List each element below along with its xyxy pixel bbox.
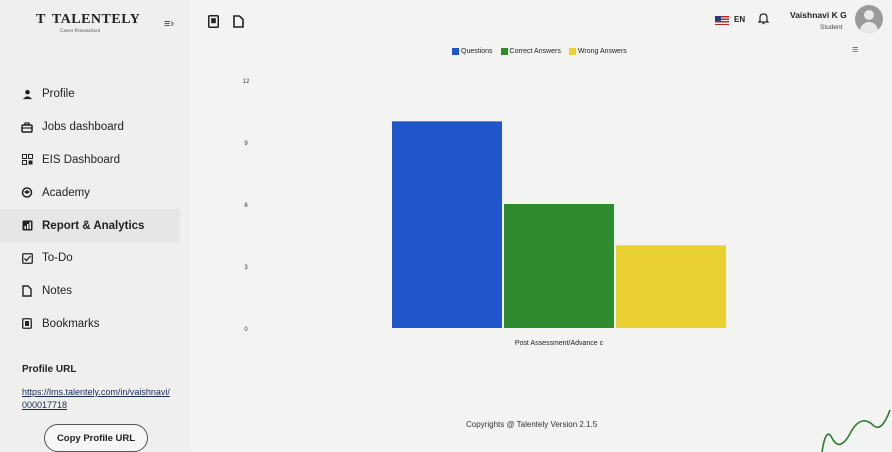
- brand-name: T TALENTELY: [36, 12, 156, 28]
- legend-label: Questions: [461, 48, 493, 55]
- sidebar-item-label: Bookmarks: [42, 317, 100, 330]
- user-icon: [20, 87, 34, 101]
- language-selector[interactable]: EN: [734, 15, 746, 24]
- y-tick-label: 0: [244, 327, 248, 333]
- sidebar: T TALENTELY Career Personalized ≡› Profil…: [0, 0, 190, 452]
- sidebar-item-bookmarks[interactable]: Bookmarks: [0, 308, 190, 341]
- academy-icon: [20, 186, 34, 200]
- user-name: Vaishnavi K G: [790, 10, 847, 20]
- sidebar-item-report-analytics[interactable]: Report & Analytics: [0, 209, 180, 242]
- us-flag-icon[interactable]: [715, 16, 729, 25]
- report-icon: [20, 219, 34, 233]
- legend-item-2[interactable]: Wrong Answers: [568, 48, 627, 55]
- bar-chart: 0 3 6 9 12 Post Assessment/Advance c: [243, 79, 726, 347]
- legend-label: Wrong Answers: [577, 48, 627, 55]
- bookmark-toolbar-icon[interactable]: [208, 15, 219, 31]
- legend-swatch: [452, 48, 459, 55]
- chart-menu-icon[interactable]: ≡: [852, 44, 859, 56]
- menu-collapse-icon[interactable]: ≡›: [164, 18, 175, 30]
- copy-profile-url-button[interactable]: Copy Profile URL: [44, 424, 148, 452]
- checkbox-icon: [20, 251, 34, 265]
- sidebar-item-label: Notes: [42, 285, 73, 298]
- bar-correct-answers[interactable]: [504, 204, 614, 328]
- legend-swatch: [568, 48, 576, 55]
- brand-tagline: Career Personalized: [60, 29, 101, 34]
- legend-swatch: [500, 48, 508, 55]
- bookmark-icon: [20, 317, 34, 331]
- bell-icon[interactable]: [757, 12, 770, 28]
- sidebar-item-label: EIS Dashboard: [42, 153, 120, 166]
- avatar[interactable]: [855, 5, 883, 33]
- y-tick-label: 9: [244, 141, 248, 147]
- profile-url-label: Profile URL: [22, 364, 77, 375]
- y-tick-label: 12: [243, 79, 250, 85]
- sidebar-item-notes[interactable]: Notes: [0, 275, 190, 308]
- y-tick-label: 3: [244, 265, 248, 271]
- pen-squiggle-mark: [821, 409, 891, 452]
- sidebar-item-label: To-Do: [42, 252, 73, 265]
- sidebar-item-label: Profile: [42, 88, 75, 101]
- bar-questions[interactable]: [392, 121, 502, 328]
- briefcase-icon: [20, 120, 34, 134]
- grid-icon: [20, 153, 34, 167]
- sidebar-nav: Profile Jobs dashboard EIS Dashboard Aca…: [0, 78, 190, 340]
- note-toolbar-icon[interactable]: [233, 15, 244, 31]
- chart-legend: Questions Correct Answers Wrong Answers: [452, 48, 627, 55]
- sidebar-item-profile[interactable]: Profile: [0, 78, 190, 111]
- bar-wrong-answers[interactable]: [616, 245, 726, 328]
- sidebar-item-eis-dashboard[interactable]: EIS Dashboard: [0, 144, 190, 177]
- y-tick-label: 6: [244, 203, 248, 209]
- brand-logo[interactable]: T TALENTELY Career Personalized: [36, 12, 156, 34]
- sidebar-item-label: Jobs dashboard: [42, 121, 124, 134]
- sidebar-item-jobs-dashboard[interactable]: Jobs dashboard: [0, 111, 190, 144]
- sidebar-item-label: Report & Analytics: [42, 219, 145, 232]
- sidebar-item-todo[interactable]: To-Do: [0, 242, 190, 275]
- sidebar-item-label: Academy: [42, 186, 90, 199]
- profile-url-link[interactable]: https://lms.talentely.com/in/vaishnavi/0…: [22, 387, 170, 410]
- brand-letter: T: [36, 12, 46, 27]
- note-icon: [20, 284, 34, 298]
- footer-copyright: Copyrights @ Talentely Version 2.1.5: [466, 420, 598, 429]
- brand-title: TALENTELY: [51, 12, 141, 27]
- sidebar-item-academy[interactable]: Academy: [0, 176, 190, 209]
- legend-label: Correct Answers: [509, 48, 561, 55]
- legend-item-0[interactable]: Questions: [452, 48, 493, 55]
- legend-item-1[interactable]: Correct Answers: [500, 48, 561, 55]
- x-category-label: Post Assessment/Advance c: [515, 340, 604, 347]
- user-role: Student: [820, 24, 843, 31]
